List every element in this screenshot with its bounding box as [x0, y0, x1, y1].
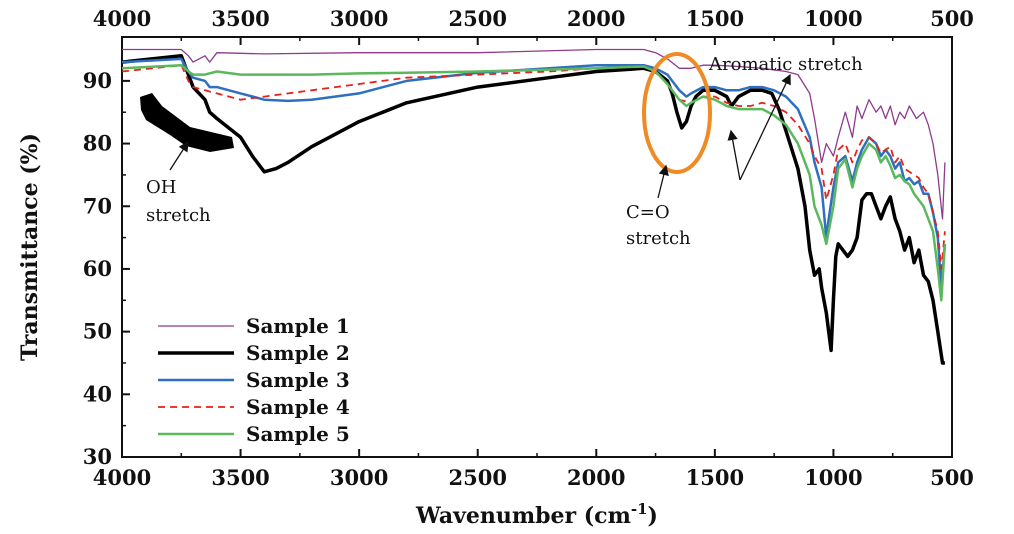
- x-tick-label-top: 3000: [330, 6, 388, 31]
- x-tick-label-bottom: 4000: [93, 465, 151, 490]
- y-tick-label: 90: [83, 68, 112, 93]
- legend-label: Sample 3: [246, 368, 350, 392]
- x-tick-label-bottom: 2500: [448, 465, 506, 490]
- legend-label: Sample 5: [246, 422, 350, 446]
- x-tick-label-top: 4000: [93, 6, 151, 31]
- aromatic-arrow-right: [739, 73, 791, 181]
- x-tick-label-bottom: 3000: [330, 465, 388, 490]
- x-tick-label-bottom: 500: [930, 465, 974, 490]
- aromatic-annotation: Aromatic stretch: [708, 54, 863, 75]
- aromatic-arrow-left: [727, 129, 741, 181]
- oh-annotation: OH stretch: [146, 177, 211, 226]
- x-tick-label-bottom: 1500: [686, 465, 744, 490]
- x-tick-label-top: 1000: [804, 6, 862, 31]
- x-tick-label-top: 2500: [448, 6, 506, 31]
- y-tick-label: 50: [83, 319, 112, 344]
- x-tick-label-bottom: 3500: [211, 465, 269, 490]
- co-annotation: C=O stretch: [626, 202, 691, 249]
- y-ticks: 30 40 50 60 70 80 90: [83, 68, 130, 469]
- series-line-sample-5: [121, 63, 947, 302]
- series-line-sample-4: [121, 64, 946, 270]
- x-ticks-top: 4000 3500 3000 2500 2000 1500 1000 500: [93, 6, 974, 45]
- x-tick-label-top: 2000: [567, 6, 625, 31]
- legend-label: Sample 1: [246, 314, 350, 338]
- y-tick-label: 80: [83, 131, 112, 156]
- y-tick-label: 70: [83, 193, 112, 218]
- x-axis-title: Wavenumber (cm-1): [415, 500, 658, 529]
- y-tick-label: 30: [83, 444, 112, 469]
- y-tick-label: 40: [83, 381, 112, 406]
- x-tick-label-bottom: 1000: [804, 465, 862, 490]
- oh-arrow: [169, 140, 189, 171]
- co-arrow: [657, 164, 669, 199]
- x-tick-label-top: 3500: [211, 6, 269, 31]
- series-layer: [121, 48, 947, 365]
- x-ticks-bottom: 4000 3500 3000 2500 2000 1500 1000 500: [93, 449, 974, 490]
- plot-frame: [121, 36, 953, 458]
- y-axis-title: Transmittance (%): [17, 133, 43, 361]
- series-line-sample-1: [122, 48, 946, 220]
- series-line-sample-3: [121, 57, 947, 289]
- carbonyl-highlight-ellipse: [642, 52, 712, 174]
- x-tick-label-top: 500: [930, 6, 974, 31]
- oh-marker-shape: [140, 93, 234, 152]
- x-tick-label-bottom: 2000: [567, 465, 625, 490]
- x-tick-label-top: 1500: [686, 6, 744, 31]
- y-tick-label: 60: [83, 256, 112, 281]
- series-line-sample-2: [121, 54, 945, 365]
- legend: Sample 1 Sample 2 Sample 3 Sample 4 Sample 5: [158, 314, 350, 446]
- legend-label: Sample 2: [246, 341, 350, 365]
- legend-label: Sample 4: [246, 395, 350, 419]
